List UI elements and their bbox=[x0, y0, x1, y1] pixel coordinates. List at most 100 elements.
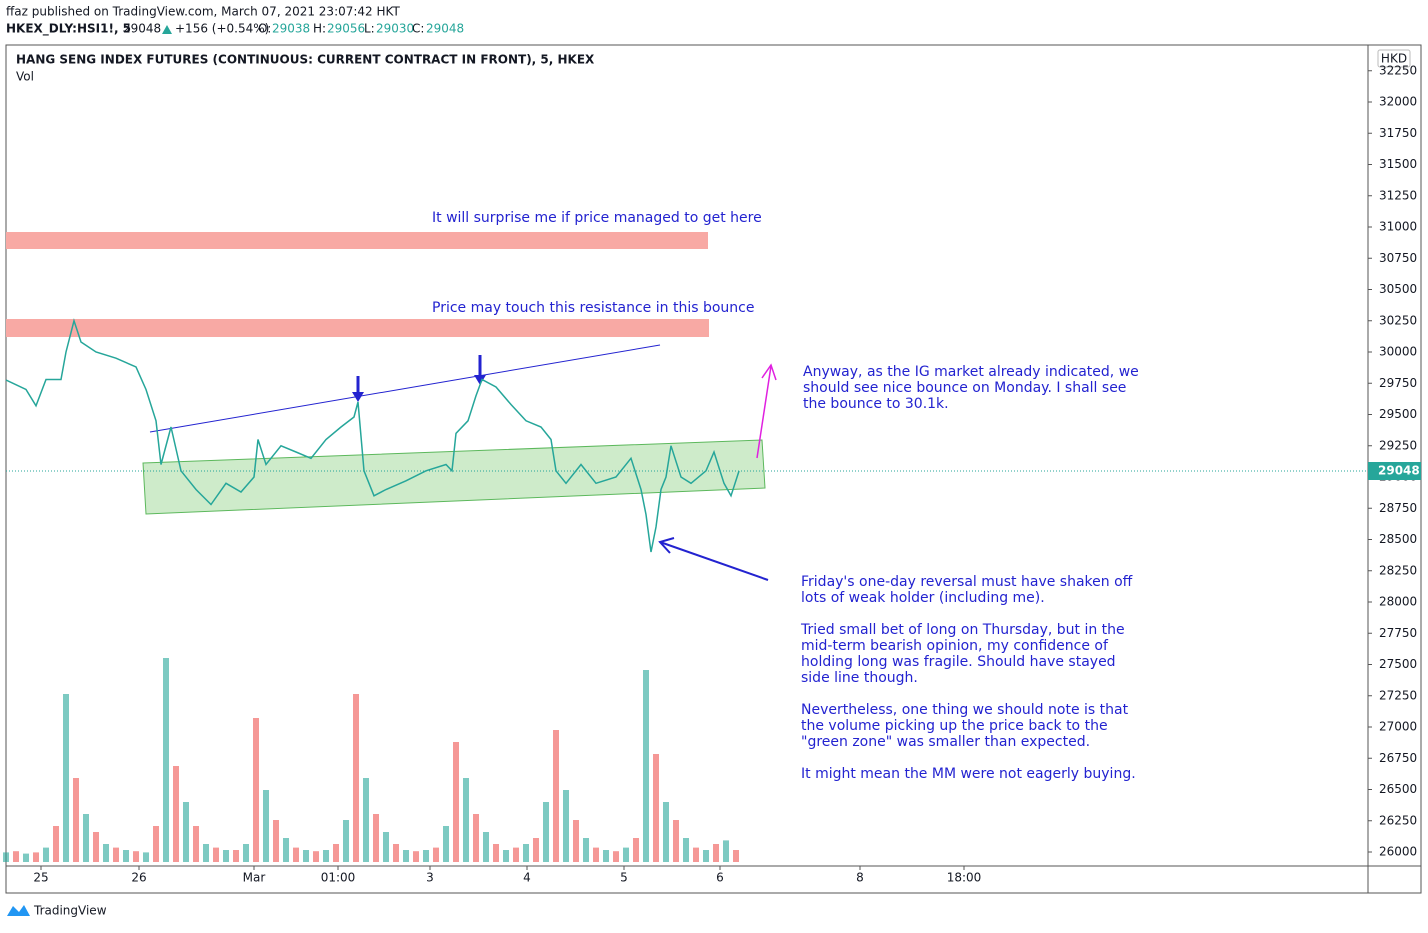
volume-bar bbox=[233, 850, 239, 862]
volume-bar bbox=[613, 851, 619, 862]
volume-bar bbox=[503, 850, 509, 862]
volume-bar bbox=[523, 844, 529, 862]
y-tick-label: 29250 bbox=[1379, 438, 1417, 452]
o-label: O: bbox=[258, 22, 271, 36]
green-channel bbox=[142, 439, 766, 515]
volume-bar bbox=[483, 832, 489, 862]
annotation: Price may touch this resistance in this … bbox=[432, 300, 754, 316]
volume-bar bbox=[293, 847, 299, 862]
annotation-line: lots of weak holder (including me). bbox=[801, 590, 1045, 606]
volume-bar bbox=[343, 820, 349, 862]
y-tick-label: 28250 bbox=[1379, 563, 1417, 577]
y-tick-label: 31750 bbox=[1379, 126, 1417, 140]
volume-bar bbox=[193, 826, 199, 862]
y-tick-label: 26000 bbox=[1379, 845, 1417, 859]
volume-bar bbox=[63, 694, 69, 862]
x-tick-label: 01:00 bbox=[321, 871, 356, 885]
volume-bar bbox=[443, 826, 449, 862]
volume-bar bbox=[673, 820, 679, 862]
volume-bar bbox=[533, 838, 539, 862]
blue-arrow-head bbox=[658, 537, 675, 554]
up-icon bbox=[162, 25, 172, 34]
volume-bar bbox=[153, 826, 159, 862]
volume-bar bbox=[583, 838, 589, 862]
currency: HKD bbox=[1381, 52, 1407, 66]
c-label: C: bbox=[412, 22, 424, 36]
annotation-line: Tried small bet of long on Thursday, but… bbox=[800, 622, 1125, 638]
volume-bar bbox=[133, 851, 139, 862]
volume-bar bbox=[33, 852, 39, 862]
volume-bar bbox=[243, 844, 249, 862]
volume-bar bbox=[123, 850, 129, 862]
volume-bar bbox=[263, 790, 269, 862]
volume-label: Vol bbox=[16, 70, 34, 84]
price-line bbox=[5, 318, 740, 553]
y-tick-label: 26250 bbox=[1379, 813, 1417, 827]
volume-bar bbox=[213, 847, 219, 862]
volume-bar bbox=[53, 826, 59, 862]
down-arrow-head bbox=[352, 392, 364, 402]
change: +156 (+0.54%) bbox=[175, 22, 269, 36]
volume-bar bbox=[273, 820, 279, 862]
y-tick-label: 31250 bbox=[1379, 188, 1417, 202]
volume-bar bbox=[383, 832, 389, 862]
volume-bar bbox=[593, 847, 599, 862]
x-tick-label: 6 bbox=[716, 871, 724, 885]
y-tick-label: 30000 bbox=[1379, 345, 1417, 359]
published: ffaz published on TradingView.com, March… bbox=[6, 5, 400, 19]
annotation: It will surprise me if price managed to … bbox=[432, 210, 762, 226]
volume-bar bbox=[563, 790, 569, 862]
y-tick-label: 29750 bbox=[1379, 376, 1417, 390]
volume-bar bbox=[83, 814, 89, 862]
annotation-line: mid-term bearish opinion, my confidence … bbox=[801, 638, 1109, 654]
annotation-line: holding long was fragile. Should have st… bbox=[801, 654, 1116, 670]
volume-bar bbox=[473, 814, 479, 862]
volume-bar bbox=[733, 850, 739, 862]
volume-bar bbox=[403, 850, 409, 862]
volume-bar bbox=[333, 844, 339, 862]
volume-bar bbox=[3, 852, 9, 862]
volume-bar bbox=[143, 852, 149, 862]
volume-bar bbox=[303, 850, 309, 862]
volume-bar bbox=[433, 847, 439, 862]
y-tick-label: 27000 bbox=[1379, 720, 1417, 734]
volume-bar bbox=[203, 844, 209, 862]
volume-bar bbox=[373, 814, 379, 862]
volume-bar bbox=[623, 847, 629, 862]
blue-arrow bbox=[659, 541, 769, 581]
volume-bar bbox=[353, 694, 359, 862]
x-tick-label: 3 bbox=[426, 871, 434, 885]
y-tick-label: 32000 bbox=[1379, 95, 1417, 109]
volume-bar bbox=[553, 730, 559, 862]
trend-line bbox=[149, 344, 661, 433]
brand: TradingView bbox=[33, 904, 107, 918]
annotation-line: Anyway, as the IG market already indicat… bbox=[803, 364, 1139, 380]
magenta-arrow bbox=[756, 365, 772, 459]
volume-bar bbox=[453, 742, 459, 862]
volume-bar bbox=[493, 844, 499, 862]
volume-bar bbox=[283, 838, 289, 862]
x-tick-label: 5 bbox=[620, 871, 628, 885]
annotation-line: "green zone" was smaller than expected. bbox=[801, 734, 1090, 750]
volume-bar bbox=[643, 670, 649, 862]
volume-bar bbox=[93, 832, 99, 862]
volume-bar bbox=[313, 851, 319, 862]
volume-bar bbox=[663, 802, 669, 862]
l: 29030 bbox=[376, 22, 414, 36]
magenta-arrow-head bbox=[761, 363, 777, 381]
volume-bar bbox=[113, 847, 119, 862]
h: 29056 bbox=[327, 22, 365, 36]
volume-bar bbox=[703, 850, 709, 862]
annotation-line: the bounce to 30.1k. bbox=[803, 396, 949, 412]
x-tick-label: 25 bbox=[33, 871, 48, 885]
last: 29048 bbox=[123, 22, 161, 36]
resistance-zone bbox=[6, 319, 709, 337]
x-tick-label: 18:00 bbox=[947, 871, 982, 885]
volume-bar bbox=[653, 754, 659, 862]
y-tick-label: 30500 bbox=[1379, 282, 1417, 296]
last-price-label: 29048 bbox=[1378, 464, 1420, 478]
volume-bar bbox=[43, 847, 49, 862]
volume-bar bbox=[13, 851, 19, 862]
volume-bar bbox=[393, 844, 399, 862]
